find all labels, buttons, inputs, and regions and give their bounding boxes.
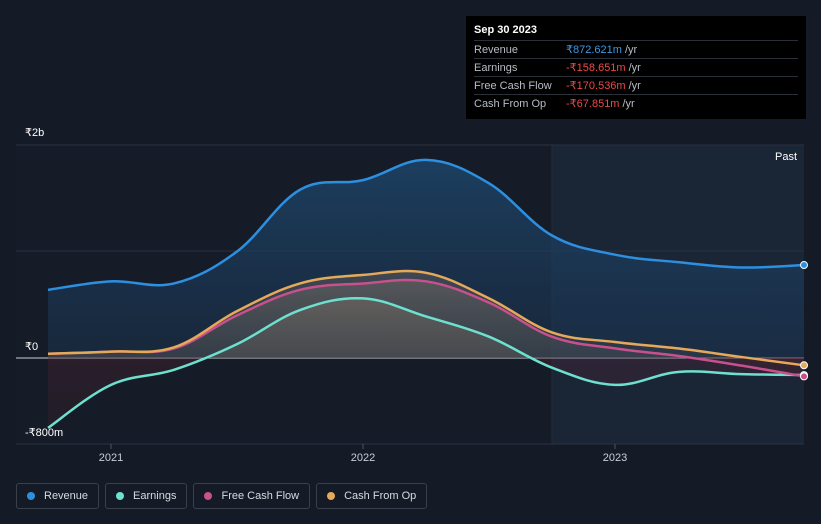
y-tick-label: ₹0 xyxy=(25,341,38,353)
tooltip-panel: Sep 30 2023 Revenue ₹872.621m/yr Earnings -… xyxy=(466,16,806,119)
earnings-area-negative xyxy=(48,358,804,428)
tooltip-row-unit: /yr xyxy=(628,79,641,92)
y-tick-label: ₹2b xyxy=(25,127,44,139)
legend-item-revenue[interactable]: Revenue xyxy=(16,483,100,509)
legend-item-free-cash-flow[interactable]: Free Cash Flow xyxy=(193,483,311,509)
tooltip-row-unit: /yr xyxy=(624,43,638,56)
tooltip-row: Earnings -₹158.651m/yr xyxy=(474,58,798,76)
x-tick-label: 2022 xyxy=(351,452,375,464)
cash-from-op-end-point xyxy=(800,361,808,370)
earnings-area-positive xyxy=(48,298,804,358)
tooltip-row-label: Earnings xyxy=(474,61,518,74)
tooltip-row-value: -₹158.651m xyxy=(566,62,626,74)
tooltip-date: Sep 30 2023 xyxy=(474,24,537,36)
earnings-line xyxy=(47,296,805,429)
legend-label: Revenue xyxy=(44,490,89,502)
x-tick-label: 2023 xyxy=(603,452,627,464)
legend-label: Earnings xyxy=(133,490,177,502)
legend-label: Cash From Op xyxy=(344,490,417,502)
legend-item-cash-from-op[interactable]: Cash From Op xyxy=(316,483,428,509)
legend: Revenue Earnings Free Cash Flow Cash From O… xyxy=(16,483,428,511)
tooltip-row: Free Cash Flow -₹170.536m/yr xyxy=(474,76,798,94)
tooltip-row: Cash From Op -₹67.851m/yr xyxy=(474,94,798,112)
revenue-line xyxy=(47,158,805,292)
revenue-end-point xyxy=(800,261,808,270)
tooltip-row-label: Free Cash Flow xyxy=(474,79,552,92)
free-cash-flow-end-point xyxy=(800,372,808,381)
tooltip-row-value: ₹872.621m xyxy=(566,44,622,56)
legend-dot-icon xyxy=(204,492,213,500)
legend-item-earnings[interactable]: Earnings xyxy=(105,483,188,509)
tooltip-row-value: -₹67.851m xyxy=(566,98,620,110)
tooltip-row: Revenue ₹872.621m/yr xyxy=(474,40,798,58)
legend-dot-icon xyxy=(327,492,336,500)
tooltip-row-unit: /yr xyxy=(622,97,635,110)
tooltip-row-label: Cash From Op xyxy=(474,97,547,110)
legend-dot-icon xyxy=(116,492,125,500)
x-tick-label: 2021 xyxy=(99,452,123,464)
cash-from-op-line xyxy=(47,269,805,367)
tooltip-row-unit: /yr xyxy=(628,61,641,74)
legend-label: Free Cash Flow xyxy=(221,490,300,502)
y-tick-label: -₹800m xyxy=(25,427,63,439)
tooltip-row-value: -₹170.536m xyxy=(566,80,626,92)
revenue-area xyxy=(48,159,804,358)
legend-dot-icon xyxy=(27,492,35,500)
past-label: Past xyxy=(775,151,797,163)
tooltip-row-label: Revenue xyxy=(474,43,519,56)
